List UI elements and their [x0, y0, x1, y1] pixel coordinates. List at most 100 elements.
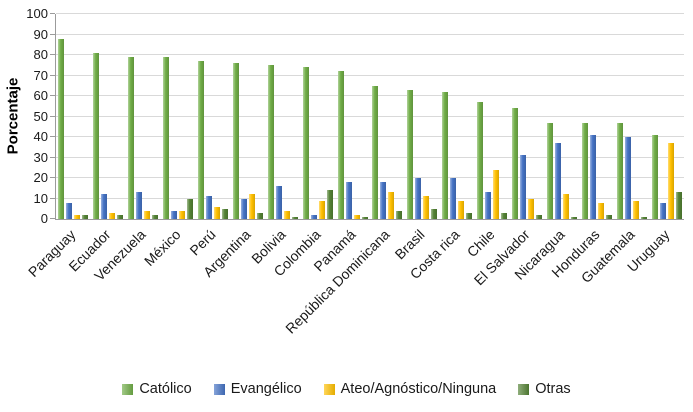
gridline: [56, 13, 684, 14]
gridline: [56, 74, 684, 76]
legend-item-evangelico: Evangélico: [213, 381, 302, 397]
bar-ateo-agnostico-ninguna-guatemala: [632, 200, 639, 219]
bar-ateo-agnostico-ninguna-republica-dominicana: [388, 192, 395, 219]
x-category-label: Nicaragua: [511, 226, 568, 283]
gridline: [56, 95, 684, 96]
legend-swatch-ateo-agnostico-ninguna: [323, 383, 335, 395]
bar-otras-chile: [501, 212, 508, 219]
bar-catolico-chile: [477, 102, 484, 219]
bar-otras-costa-rica: [466, 212, 473, 219]
legend-swatch-catolico: [122, 383, 134, 395]
bar-group-bolivia: [265, 14, 300, 219]
bar-groups: [56, 14, 684, 219]
bar-catolico-argentina: [232, 63, 239, 219]
bar-evangelico-chile: [485, 192, 492, 219]
bar-catolico-venezuela: [128, 57, 135, 219]
bar-ateo-agnostico-ninguna-nicaragua: [562, 194, 569, 219]
bar-evangelico-guatemala: [624, 137, 631, 219]
x-category-label: Uruguay: [623, 226, 673, 276]
bar-ateo-agnostico-ninguna-brasil: [423, 196, 430, 219]
y-tick-label: 40: [33, 129, 48, 144]
x-category-label: Ecuador: [65, 226, 114, 275]
x-category-label: Perú: [186, 226, 219, 259]
bar-group-uruguay: [649, 14, 684, 219]
gridline: [56, 136, 684, 137]
bar-catolico-el-salvador: [512, 108, 519, 219]
legend-swatch-otras: [518, 383, 530, 395]
legend-label: Evangélico: [230, 381, 302, 397]
bar-catolico-colombia: [302, 67, 309, 219]
x-category-label: México: [141, 226, 184, 269]
bar-ateo-agnostico-ninguna-panama: [353, 214, 360, 219]
bar-ateo-agnostico-ninguna-costa-rica: [458, 200, 465, 219]
bar-evangelico-costa-rica: [450, 178, 457, 219]
x-category-label: Honduras: [548, 226, 603, 281]
bar-otras-argentina: [256, 212, 263, 219]
bar-ateo-agnostico-ninguna-el-salvador: [528, 198, 535, 219]
bar-otras-venezuela: [152, 214, 159, 219]
y-tick-label: 0: [40, 211, 48, 226]
bar-evangelico-colombia: [310, 214, 317, 219]
bar-otras-republica-dominicana: [396, 210, 403, 219]
y-tick-label: 50: [33, 108, 48, 124]
bar-evangelico-venezuela: [136, 192, 143, 219]
bar-catolico-republica-dominicana: [372, 85, 379, 219]
bar-catolico-guatemala: [616, 122, 623, 219]
legend-item-otras: Otras: [518, 381, 571, 397]
bar-otras-uruguay: [675, 192, 682, 219]
bar-group-mexico: [161, 14, 196, 219]
x-category-label: República Dominicana: [282, 226, 394, 337]
legend-item-ateo-agnostico-ninguna: Ateo/Agnóstico/Ninguna: [323, 381, 496, 397]
y-tick-label: 80: [33, 47, 48, 62]
y-tick-label: 20: [33, 170, 48, 185]
bar-group-argentina: [230, 14, 265, 219]
bar-group-brasil: [405, 14, 440, 219]
x-category-label: Guatemala: [577, 226, 638, 287]
bar-ateo-agnostico-ninguna-bolivia: [283, 210, 290, 219]
y-tick-mark: [50, 54, 55, 55]
bar-ateo-agnostico-ninguna-honduras: [597, 202, 604, 219]
bar-ateo-agnostico-ninguna-argentina: [248, 194, 255, 219]
y-tick-mark: [50, 177, 55, 178]
gridline: [56, 33, 684, 35]
bar-group-panama: [335, 14, 370, 219]
bar-evangelico-panama: [345, 182, 352, 219]
gridline: [56, 115, 684, 117]
bar-evangelico-el-salvador: [520, 155, 527, 219]
x-category-label: El Salvador: [470, 226, 533, 289]
bar-evangelico-nicaragua: [554, 143, 561, 219]
bar-group-costa-rica: [440, 14, 475, 219]
legend-label: Católico: [139, 381, 192, 397]
y-tick-mark: [50, 33, 55, 35]
bar-catolico-peru: [198, 61, 204, 219]
bar-otras-mexico: [187, 198, 194, 219]
bar-evangelico-republica-dominicana: [380, 182, 387, 219]
bar-catolico-mexico: [163, 57, 170, 219]
bar-ateo-agnostico-ninguna-uruguay: [667, 143, 674, 219]
bar-group-chile: [475, 14, 510, 219]
bar-otras-peru: [222, 208, 228, 219]
bar-evangelico-brasil: [415, 178, 422, 219]
y-tick-label: 60: [33, 88, 48, 103]
x-category-label: Colombia: [270, 226, 324, 280]
bar-group-el-salvador: [510, 14, 545, 219]
bar-otras-ecuador: [117, 214, 124, 219]
bar-otras-panama: [361, 216, 368, 219]
gridline: [56, 156, 684, 158]
bar-evangelico-peru: [206, 196, 212, 219]
bar-evangelico-honduras: [589, 134, 596, 219]
bar-evangelico-argentina: [240, 198, 247, 219]
bar-group-paraguay: [56, 14, 91, 219]
bar-evangelico-bolivia: [275, 186, 282, 219]
bar-catolico-panama: [337, 71, 344, 219]
bar-otras-bolivia: [291, 216, 298, 219]
bar-otras-paraguay: [82, 214, 89, 219]
bar-catolico-ecuador: [93, 52, 100, 219]
bar-group-venezuela: [126, 14, 161, 219]
bar-catolico-paraguay: [58, 38, 65, 219]
bar-group-honduras: [579, 14, 614, 219]
bar-otras-honduras: [605, 214, 612, 219]
y-tick-mark: [50, 136, 55, 137]
x-category-label: Paraguay: [25, 226, 80, 280]
